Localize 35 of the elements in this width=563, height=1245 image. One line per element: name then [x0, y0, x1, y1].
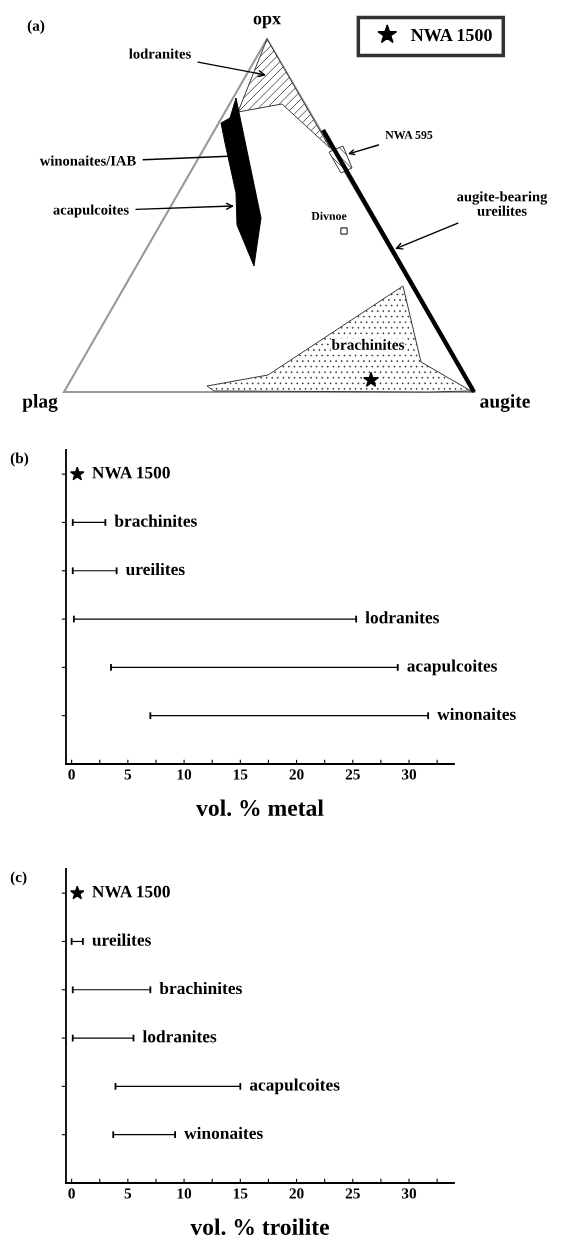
- y-tick-label: winonaites: [184, 1126, 263, 1140]
- x-tick-label: 5: [124, 769, 132, 780]
- x-tick-label: 5: [124, 1188, 132, 1199]
- text: NWA 595: [385, 131, 433, 140]
- text: augite-bearing ureilites: [457, 191, 548, 216]
- x-tick-label: 30: [401, 769, 417, 780]
- x-tick-label: 25: [345, 1188, 360, 1199]
- text: plag: [22, 394, 58, 412]
- x-tick-label: 15: [233, 1188, 248, 1199]
- x-tick-label: 25: [345, 769, 360, 780]
- x-tick-label: 15: [233, 769, 248, 780]
- y-tick-label: NWA 1500: [92, 466, 170, 479]
- y-tick-label: ureilites: [92, 933, 151, 946]
- x-axis-title: vol. % troilite: [190, 1218, 330, 1236]
- chart-title: (b): [10, 452, 29, 467]
- x-tick-label: 10: [177, 769, 192, 780]
- text: opx: [253, 15, 281, 29]
- text: brachinites: [331, 339, 405, 350]
- text: augite: [480, 394, 530, 412]
- chart-title: (c): [10, 871, 27, 886]
- x-axis-title: vol. % metal: [196, 799, 324, 817]
- text: acapulcoites: [53, 204, 129, 218]
- x-tick-label: 0: [68, 1188, 75, 1199]
- text: winonaites/IAB: [39, 155, 136, 166]
- x-tick-label: 30: [401, 1188, 417, 1199]
- x-tick-label: 10: [177, 1188, 192, 1199]
- y-tick-label: winonaites: [437, 707, 516, 721]
- x-tick-label: 20: [289, 769, 304, 780]
- y-tick-label: ureilites: [125, 562, 185, 576]
- legend-label: NWA 1500: [411, 28, 492, 42]
- y-tick-label: NWA 1500: [92, 885, 170, 898]
- x-tick-label: 20: [289, 1188, 304, 1199]
- text: (a): [27, 20, 45, 34]
- x-tick-label: 0: [68, 769, 75, 780]
- text: Divnoe: [311, 211, 347, 220]
